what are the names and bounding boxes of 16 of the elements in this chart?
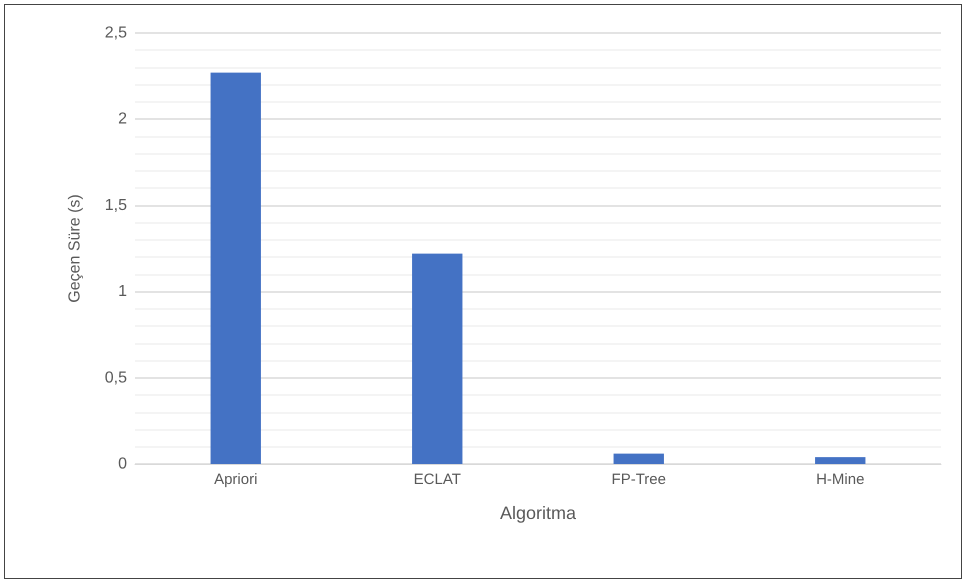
- y-axis-title: Geçen Süre (s): [66, 194, 84, 303]
- x-tick-label: FP-Tree: [612, 471, 666, 488]
- x-tick-label: ECLAT: [414, 471, 461, 488]
- bar: [412, 254, 462, 464]
- y-tick-label: 1: [118, 283, 128, 300]
- bar: [815, 457, 866, 464]
- y-tick-label: 0,5: [104, 369, 128, 386]
- y-tick-label: 0: [118, 456, 128, 472]
- x-tick-label: H-Mine: [816, 471, 864, 488]
- bar: [614, 454, 664, 464]
- y-tick-label: 2,5: [104, 24, 128, 42]
- x-axis-title: Algoritma: [500, 503, 577, 523]
- x-tick-label: Apriori: [214, 471, 258, 488]
- y-tick-label: 2: [118, 110, 128, 128]
- bar: [210, 72, 261, 464]
- y-tick-label: 1,5: [104, 196, 128, 214]
